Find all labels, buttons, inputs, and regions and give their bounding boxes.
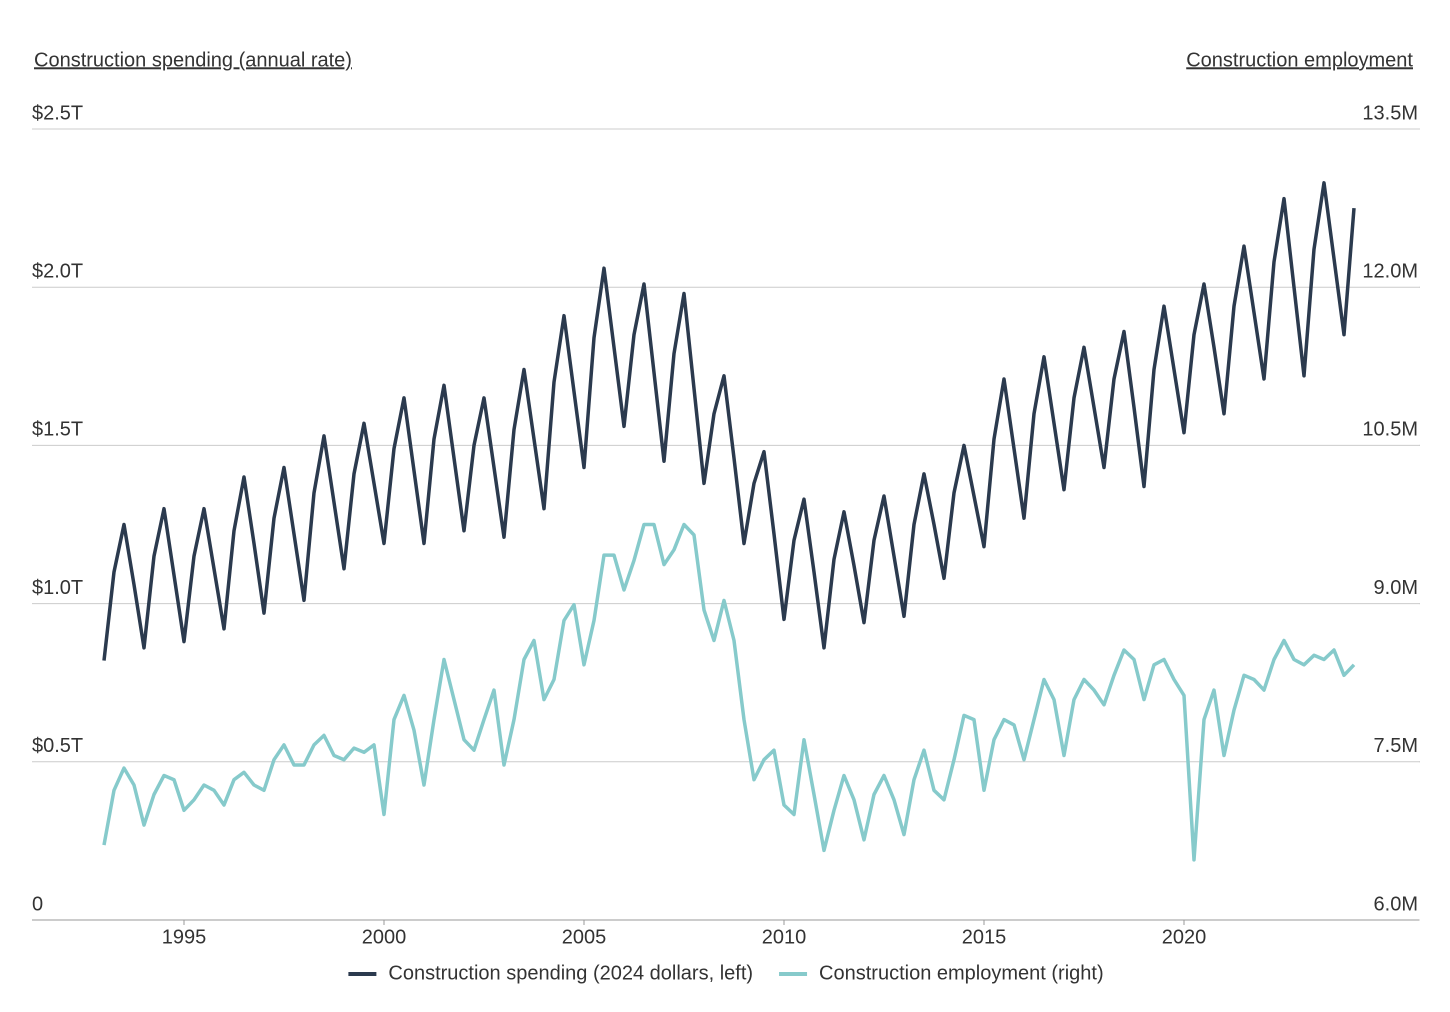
y-axis-title: Construction spending (annual rate) xyxy=(34,49,352,71)
y-tick-label: $1.5T xyxy=(32,419,83,441)
x-tick-label: 2015 xyxy=(962,926,1007,948)
y-tick-label: $0.5T xyxy=(32,735,83,757)
legend-label: Construction spending (2024 dollars, lef… xyxy=(388,962,753,984)
x-tick-label: 2010 xyxy=(762,926,807,948)
legend-label: Construction employment (right) xyxy=(819,962,1104,984)
y-tick-label: $2.0T xyxy=(32,260,83,282)
y-tick-label: $2.5T xyxy=(32,102,83,124)
y2-tick-label: 12.0M xyxy=(1362,260,1418,282)
y2-tick-label: 10.5M xyxy=(1362,419,1418,441)
y2-tick-label: 7.5M xyxy=(1374,735,1418,757)
y2-tick-label: 9.0M xyxy=(1374,577,1418,599)
y2-axis-title: Construction employment xyxy=(1186,49,1413,71)
x-tick-label: 1995 xyxy=(162,926,207,948)
data-line xyxy=(102,522,1356,862)
x-tick-label: 2020 xyxy=(1162,926,1207,948)
y-tick-label: $1.0T xyxy=(32,577,83,599)
data-line xyxy=(102,181,1356,661)
y2-tick-label: 13.5M xyxy=(1362,102,1418,124)
y2-tick-label: 6.0M xyxy=(1374,893,1418,915)
x-tick-label: 2000 xyxy=(362,926,407,948)
x-tick-label: 2005 xyxy=(562,926,607,948)
y-tick-label: 0 xyxy=(32,893,43,915)
